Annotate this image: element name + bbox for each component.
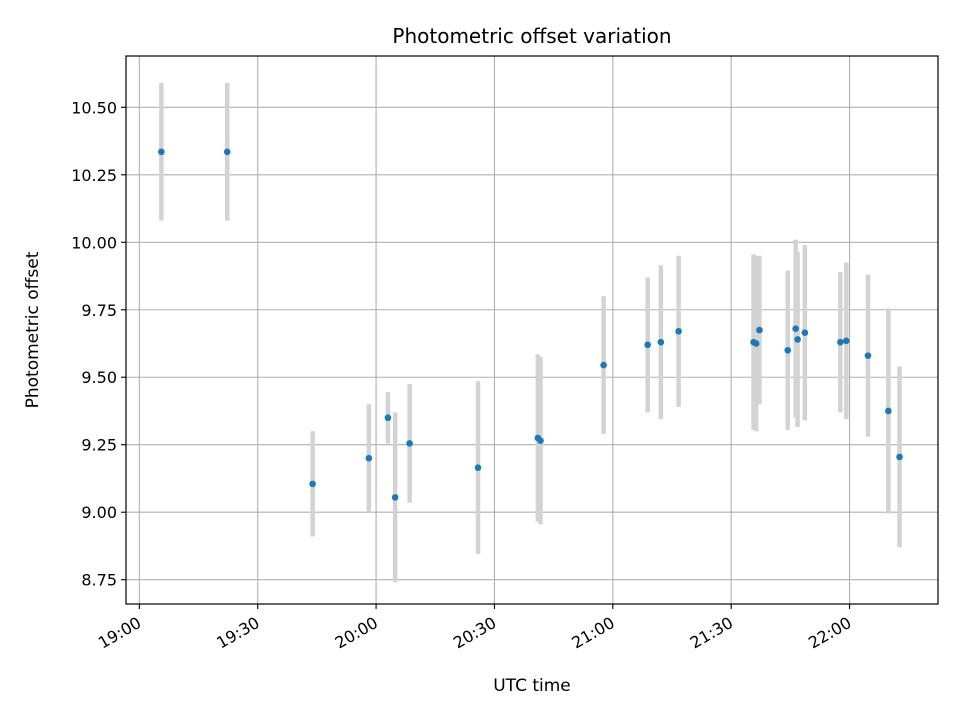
data-point xyxy=(600,361,607,369)
y-tick-label: 10.00 xyxy=(71,233,117,252)
data-point xyxy=(842,337,850,345)
x-tick-label: 20:00 xyxy=(332,613,381,653)
y-tick-label: 8.75 xyxy=(81,571,117,590)
data-point xyxy=(644,341,651,349)
data-point xyxy=(158,148,165,156)
x-tick-label: 21:30 xyxy=(687,613,736,653)
data-point xyxy=(837,338,844,346)
x-tick-label: 22:00 xyxy=(805,613,854,653)
y-axis-ticks: 8.75 9.00 9.25 9.50 9.75 10.00 10.25 10.50 xyxy=(71,98,126,590)
y-axis-label: Photometric offset xyxy=(23,251,43,408)
x-axis-label: UTC time xyxy=(493,676,571,696)
data-point xyxy=(657,338,665,346)
data-point xyxy=(752,340,760,347)
data-point xyxy=(309,480,316,488)
y-tick-label: 9.25 xyxy=(81,436,117,455)
data-point xyxy=(384,414,392,422)
data-point xyxy=(675,328,682,335)
x-tick-label: 19:30 xyxy=(213,613,262,653)
error-bars xyxy=(159,82,902,583)
y-tick-label: 9.00 xyxy=(81,503,117,522)
y-tick-label: 9.50 xyxy=(81,368,117,387)
y-tick-label: 10.50 xyxy=(71,98,117,117)
data-point xyxy=(365,454,373,462)
data-point xyxy=(537,437,544,444)
data-point xyxy=(896,453,903,461)
x-axis-ticks: 19:00 19:30 20:00 20:30 21:00 21:30 22:00 xyxy=(95,604,855,653)
data-point xyxy=(801,329,809,336)
data-point xyxy=(864,352,872,359)
y-tick-label: 9.75 xyxy=(81,301,117,320)
data-point xyxy=(794,336,801,343)
data-point xyxy=(885,407,892,415)
data-point xyxy=(792,325,799,332)
x-tick-label: 20:30 xyxy=(450,613,499,653)
data-point xyxy=(474,464,482,471)
data-points xyxy=(158,148,903,501)
plot-frame xyxy=(125,55,939,605)
data-point xyxy=(784,346,792,354)
y-tick-label: 10.25 xyxy=(71,166,117,185)
data-point xyxy=(223,148,231,156)
data-point xyxy=(391,494,399,501)
x-tick-label: 21:00 xyxy=(568,613,617,653)
data-point xyxy=(756,326,763,334)
data-point xyxy=(406,440,413,447)
chart-title: Photometric offset variation xyxy=(392,24,671,48)
x-tick-label: 19:00 xyxy=(95,613,144,653)
grid xyxy=(126,56,938,604)
